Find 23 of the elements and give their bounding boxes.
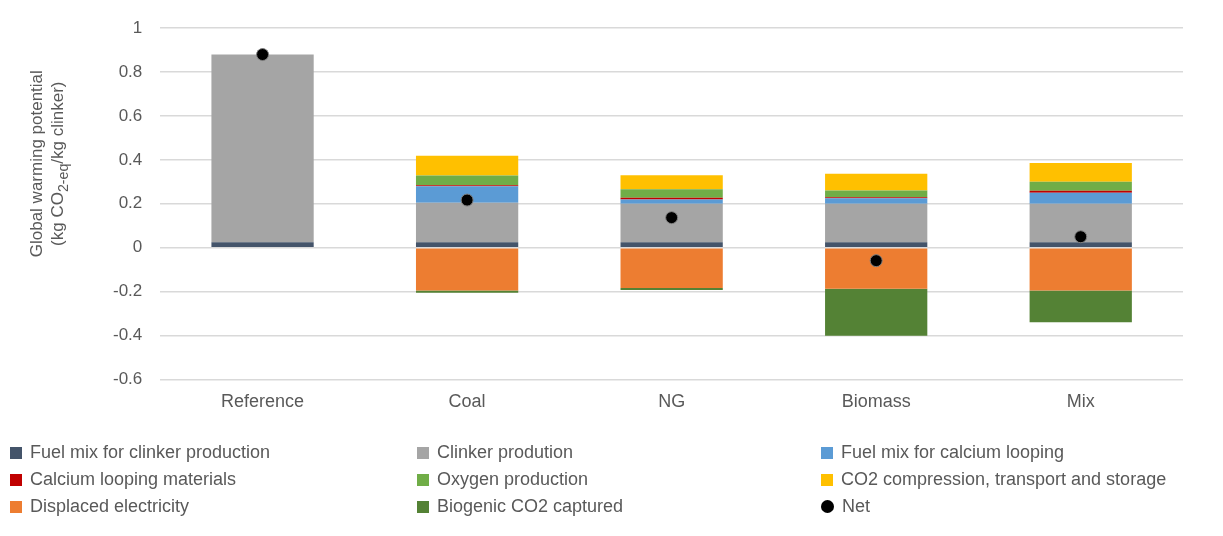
x-tick-label: Reference (221, 391, 305, 412)
y-tick-label: 0.6 (118, 105, 143, 125)
legend-label: Oxygen production (437, 469, 589, 490)
y-tick-label: -0.4 (113, 325, 143, 345)
legend-label: Fuel mix for calcium looping (841, 442, 1065, 463)
legend-label: Biogenic CO2 captured (437, 496, 624, 517)
x-tick-label: Mix (1066, 391, 1095, 412)
legend-label: Net (842, 496, 871, 517)
legend-label: CO2 compression, transport and storage (841, 469, 1167, 490)
y-tick-label: 1 (132, 17, 143, 37)
y-tick-label: 0.2 (118, 193, 143, 213)
x-tick-label: Coal (448, 391, 486, 412)
y-tick-label: 0.4 (118, 149, 143, 169)
x-tick-label: Biomass (841, 391, 911, 412)
legend-label: Clinker prodution (437, 442, 574, 463)
legend-label: Calcium looping materials (30, 469, 237, 490)
y-tick-label: 0 (132, 237, 143, 257)
legend-label: Displaced electricity (30, 496, 190, 517)
x-tick-label: NG (658, 391, 686, 412)
y-tick-label: -0.6 (113, 369, 143, 389)
y-tick-label: 0.8 (118, 61, 143, 81)
y-tick-label: -0.2 (113, 281, 143, 301)
legend-label: Fuel mix for clinker production (30, 442, 271, 463)
